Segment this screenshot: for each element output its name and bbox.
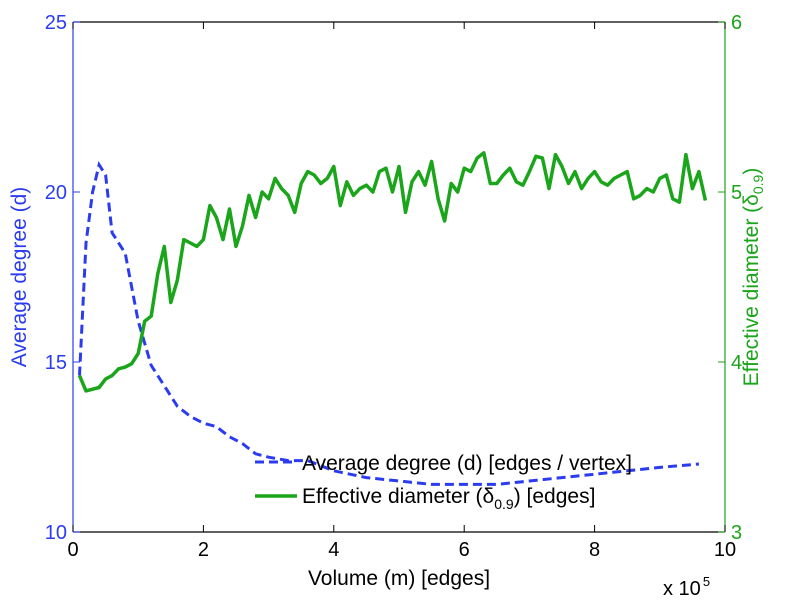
x-tick-label: 6 <box>459 539 470 561</box>
x-axis-label: Volume (m) [edges] <box>308 567 490 590</box>
right-y-axis-label: Effective diameter (δ0.9) <box>740 168 766 387</box>
right-y-tick-label: 5 <box>731 182 742 204</box>
x-tick-label: 2 <box>198 539 209 561</box>
right-y-tick-label: 6 <box>731 12 742 34</box>
left-y-tick-label: 15 <box>45 352 67 374</box>
average-degree-line <box>78 161 700 486</box>
left-y-tick-label: 20 <box>45 182 67 204</box>
right-y-tick-label: 3 <box>731 522 742 544</box>
left-y-tick-label: 10 <box>45 522 67 544</box>
x-tick-label: 0 <box>67 539 78 561</box>
left-y-axis-label: Average degree (d) <box>8 187 31 368</box>
left-y-tick-label: 25 <box>45 12 67 34</box>
x-tick-label: 10 <box>714 539 736 561</box>
legend-label-effective-diameter: Effective diameter (δ0.9) [edges] <box>302 485 595 512</box>
effective-diameter-line <box>77 151 708 393</box>
x-tick-label: 8 <box>589 539 600 561</box>
x-axis-multiplier: x 10 5 <box>663 574 710 600</box>
legend-label-average-degree: Average degree (d) [edges / vertex] <box>302 452 632 475</box>
right-y-tick-label: 4 <box>731 352 742 374</box>
x-tick-label: 4 <box>328 539 339 561</box>
legend: Average degree (d) [edges / vertex] Effe… <box>255 452 632 512</box>
